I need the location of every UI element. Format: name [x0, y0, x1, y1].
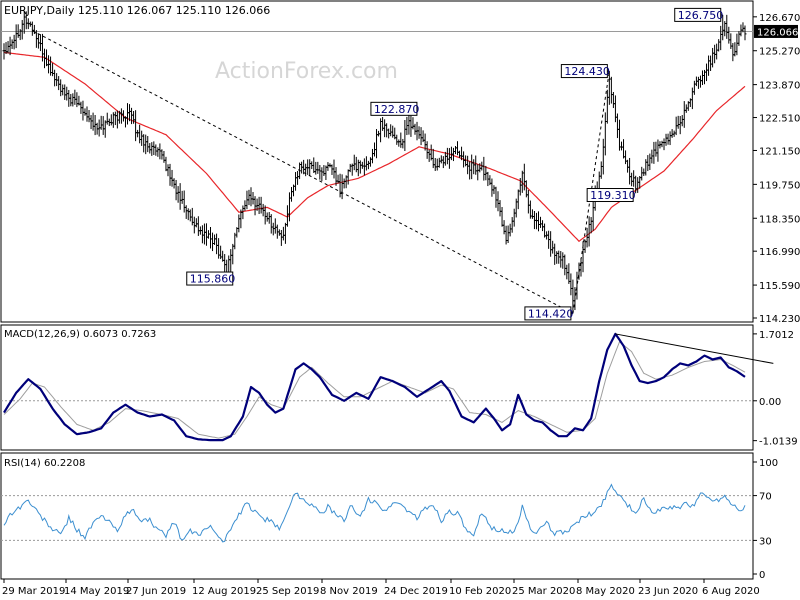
macd-main-line — [3, 332, 746, 442]
current-price-label: 126.066 — [757, 27, 798, 38]
price-y-tick-label: 116.990 — [759, 247, 800, 258]
rsi-y-tick-label: 100 — [759, 458, 778, 469]
x-tick-label: 23 Jun 2020 — [638, 586, 698, 597]
x-tick-label: 14 May 2019 — [64, 586, 129, 597]
price-annotation-label: 126.750 — [678, 9, 724, 22]
price-annotation-label: 114.420 — [528, 307, 574, 320]
rsi-line — [3, 483, 746, 543]
x-tick-label: 25 Sep 2019 — [256, 586, 319, 597]
price-annotation: 126.750 — [674, 7, 724, 22]
price-annotation: 114.420 — [524, 306, 574, 321]
price-y-tick-label: 122.510 — [759, 114, 800, 125]
price-annotation: 115.860 — [186, 271, 236, 286]
macd-trendline — [615, 333, 774, 364]
rsi-panel: RSI(14) 60.2208 100 70 30 0 — [0, 452, 778, 581]
price-y-tick-label: 115.590 — [759, 281, 800, 292]
price-bars — [2, 11, 747, 314]
current-price-box — [754, 24, 798, 38]
macd-y-axis: 1.7012 0.00 -1.0139 — [753, 330, 798, 448]
price-annotation-label: 119.310 — [590, 189, 636, 202]
macd-y-tick-label: -1.0139 — [759, 437, 798, 448]
price-annotation: 122.870 — [370, 101, 420, 116]
price-panel-frame — [0, 0, 754, 323]
price-header: EURJPY,Daily 125.110 126.067 125.110 126… — [4, 4, 270, 17]
rsi-y-tick-label: 0 — [759, 570, 765, 581]
price-annotation-label: 122.870 — [374, 103, 420, 116]
rsi-y-tick-label: 70 — [759, 492, 772, 503]
rsi-header: RSI(14) 60.2208 — [4, 458, 85, 469]
x-tick-label: 24 Dec 2019 — [384, 586, 448, 597]
price-y-tick-label: 125.270 — [759, 47, 800, 58]
macd-y-tick-label: 1.7012 — [759, 330, 794, 341]
price-bar — [743, 25, 747, 41]
x-tick-label: 6 Aug 2020 — [702, 586, 760, 597]
macd-panel: MACD(12,26,9) 0.6073 0.7263 1.7012 0.00 -1… — [0, 324, 798, 451]
macd-series — [3, 332, 746, 442]
price-y-tick-label: 126.670 — [759, 13, 800, 24]
price-y-tick-label: 119.750 — [759, 180, 800, 191]
rsi-y-tick-label: 30 — [759, 536, 772, 547]
price-annotation-label: 124.430 — [564, 65, 610, 78]
price-annotation: 119.310 — [586, 188, 636, 203]
rsi-levels — [1, 495, 753, 541]
price-y-tick-label: 118.350 — [759, 214, 800, 225]
price-annotation: 124.430 — [560, 64, 610, 79]
x-tick-label: 10 Feb 2020 — [449, 586, 511, 597]
price-annotation-label: 115.860 — [190, 273, 236, 286]
x-tick-label: 8 May 2020 — [576, 586, 635, 597]
x-tick-label: 8 Nov 2019 — [320, 586, 378, 597]
x-tick-label: 29 Mar 2019 — [2, 586, 65, 597]
macd-header: MACD(12,26,9) 0.6073 0.7263 — [4, 329, 156, 340]
price-y-axis: 126.670 125.270 123.870 122.510 121.150 119.7… — [753, 13, 800, 325]
x-tick-label: 25 Mar 2020 — [512, 586, 575, 597]
price-panel: ActionForex.com EURJPY,Daily 125.110 126… — [0, 0, 800, 325]
macd-panel-frame — [0, 324, 754, 451]
macd-trendline-line — [615, 333, 774, 364]
rsi-y-axis: 100 70 30 0 — [753, 458, 778, 581]
price-y-tick-label: 114.230 — [759, 314, 800, 325]
price-annotations: 126.750 124.430 122.870 119.310 115.860 114.4… — [186, 7, 724, 321]
x-tick-label: 12 Aug 2019 — [192, 586, 256, 597]
macd-y-tick-label: 0.00 — [759, 397, 781, 408]
current-price-marker: 126.066 — [754, 24, 798, 38]
watermark: ActionForex.com — [215, 59, 398, 84]
rsi-panel-frame — [0, 452, 754, 580]
x-tick-label: 27 Jun 2019 — [126, 586, 186, 597]
price-y-tick-label: 123.870 — [759, 81, 800, 92]
rsi-series — [3, 483, 746, 543]
price-y-tick-label: 121.150 — [759, 146, 800, 157]
